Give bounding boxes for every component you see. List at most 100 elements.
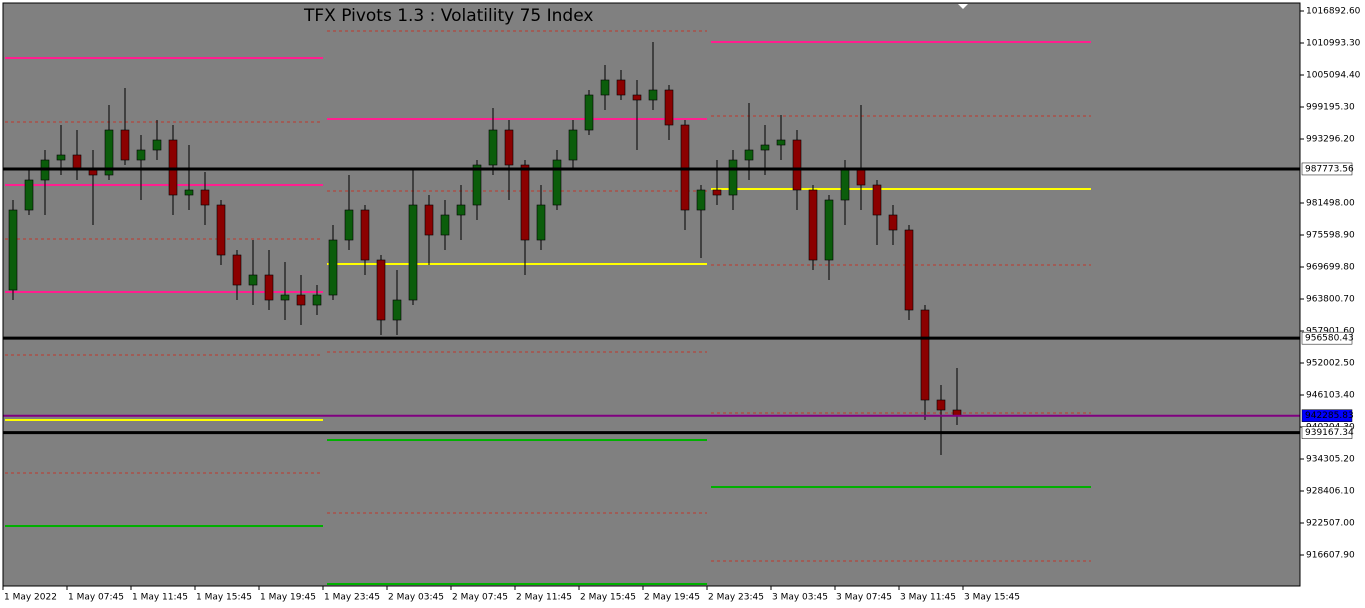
candle-body	[296, 294, 306, 306]
candle-body	[600, 79, 610, 96]
x-tick-label: 2 May 19:45	[644, 593, 700, 603]
y-tick-label: 975598.90	[1306, 231, 1355, 241]
candle-body	[504, 129, 514, 166]
candle-body	[344, 209, 354, 241]
price-label-box	[1301, 426, 1353, 439]
candle-body	[216, 204, 226, 256]
candle-body	[792, 139, 802, 191]
candle-body	[456, 204, 466, 216]
candle-body	[56, 154, 66, 161]
candle-body	[936, 399, 946, 411]
candle-body	[152, 139, 162, 151]
candle-body	[440, 214, 450, 236]
y-tick-label: 999195.30	[1306, 102, 1355, 112]
candle-body	[408, 204, 418, 301]
candle-body	[536, 204, 546, 241]
candle-body	[904, 229, 914, 311]
y-tick-label: 969699.80	[1306, 263, 1355, 273]
candle-body	[200, 189, 210, 206]
candle-body	[184, 189, 194, 196]
pivot-levels	[5, 30, 1091, 586]
x-tick-label: 3 May 03:45	[772, 593, 828, 603]
x-tick-label: 2 May 03:45	[388, 593, 444, 603]
y-tick-label: 952002.50	[1306, 359, 1355, 369]
price-label-box	[1301, 331, 1353, 345]
candle-body	[760, 144, 770, 151]
candle-body	[744, 149, 754, 161]
x-tick-label: 2 May 15:45	[580, 593, 636, 603]
shift-marker	[958, 4, 968, 9]
candle-body	[232, 254, 242, 286]
time-axis: 1 May 2022 1 May 07:45 1 May 11:45 1 May 15…	[2, 586, 1020, 603]
y-tick-label: 963800.70	[1306, 295, 1355, 305]
candle-body	[616, 79, 626, 96]
y-tick-label: 1005094.40	[1306, 70, 1361, 80]
candle-body	[584, 94, 594, 131]
x-tick-label: 1 May 07:45	[68, 593, 124, 603]
y-tick-label: 934305.20	[1306, 455, 1355, 465]
candle-body	[248, 274, 258, 286]
candle-body	[648, 89, 658, 101]
x-tick-label: 3 May 11:45	[900, 593, 956, 603]
x-tick-label: 1 May 15:45	[196, 593, 252, 603]
x-tick-label: 1 May 19:45	[260, 593, 316, 603]
candle-body	[328, 239, 338, 296]
plot-border	[2, 2, 1301, 587]
candle-body	[312, 294, 322, 306]
candle-body	[552, 159, 562, 206]
candle-body	[264, 274, 274, 301]
price-label-box	[1301, 409, 1353, 422]
candle-body	[376, 259, 386, 321]
price-label: 942285.83	[1305, 411, 1354, 421]
x-tick-label: 1 May 2022	[4, 593, 57, 603]
candle-body	[360, 209, 370, 261]
y-tick-label: 981498.00	[1306, 199, 1355, 209]
candle-body	[24, 179, 34, 211]
price-lines	[3, 167, 1300, 435]
y-tick-label: 922507.00	[1306, 519, 1355, 529]
y-tick-label: 1016892.60	[1306, 6, 1361, 16]
price-label-box	[1301, 162, 1353, 176]
candle-body	[104, 129, 114, 176]
candle-body	[808, 189, 818, 261]
candle-body	[424, 204, 434, 236]
candle-body	[8, 209, 18, 291]
price-label: 956580.43	[1305, 334, 1354, 344]
price-label: 939167.34	[1305, 428, 1354, 438]
candle-body	[856, 169, 866, 186]
x-tick-label: 2 May 07:45	[452, 593, 508, 603]
candle-body	[88, 169, 98, 176]
y-tick-label: 1010993.30	[1306, 38, 1361, 48]
candle-body	[728, 159, 738, 196]
candle-body	[392, 299, 402, 321]
price-labels: 987773.56 956580.43 942285.83 939167.34	[1301, 162, 1354, 439]
x-tick-label: 1 May 23:45	[324, 593, 380, 603]
candle-body	[776, 139, 786, 146]
candle-body	[280, 294, 290, 301]
x-tick-label: 2 May 23:45	[708, 593, 764, 603]
x-tick-label: 3 May 15:45	[964, 593, 1020, 603]
candle-body	[712, 189, 722, 196]
candle-body	[872, 184, 882, 216]
candle-body	[664, 89, 674, 126]
candle-body	[136, 149, 146, 161]
x-tick-label: 2 May 11:45	[516, 593, 572, 603]
y-tick-label: 946103.40	[1306, 391, 1355, 401]
candle-body	[920, 309, 930, 401]
x-tick-label: 3 May 07:45	[836, 593, 892, 603]
x-tick-label: 1 May 11:45	[132, 593, 188, 603]
y-tick-label: 993296.20	[1306, 134, 1355, 144]
candle-body	[488, 129, 498, 166]
candle-body	[824, 199, 834, 261]
candle-body	[568, 129, 578, 161]
candle-body	[840, 169, 850, 201]
candle-body	[888, 214, 898, 231]
candle-body	[472, 164, 482, 206]
candle-body	[632, 94, 642, 101]
price-label: 987773.56	[1305, 164, 1354, 174]
chart-title: TFX Pivots 1.3 : Volatility 75 Index	[303, 6, 593, 26]
y-tick-label: 957901.60	[1306, 327, 1355, 337]
candle-body	[120, 129, 130, 161]
candle-body	[520, 164, 530, 241]
y-tick-label: 916607.90	[1306, 551, 1355, 561]
